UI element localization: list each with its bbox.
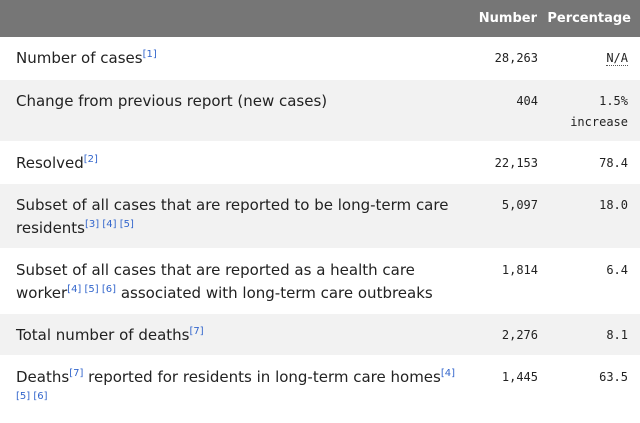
reference-link[interactable]: [4] [102, 218, 117, 230]
table-row-ltc-residents: Subset of all cases that are reported to… [0, 183, 640, 248]
header-number: Number [478, 11, 537, 26]
reference-link[interactable]: [4] [67, 283, 82, 295]
label-text: Total number of deaths [16, 325, 190, 344]
reference-link[interactable]: [5] [119, 218, 134, 230]
reference-link[interactable]: [1] [142, 49, 157, 60]
table-row-health-care-workers: Subset of all cases that are reported as… [0, 248, 640, 313]
row-percentage: 18.0 [599, 197, 628, 212]
reference-link[interactable]: [4] [440, 367, 456, 379]
row-label: Total number of deaths[7] [0, 313, 471, 355]
row-percentage: 1.5% increase [546, 79, 640, 141]
row-label: Subset of all cases that are reported as… [0, 248, 471, 313]
row-label: Deaths[7] reported for residents in long… [0, 355, 471, 420]
table-row-ltc-deaths: Deaths[7] reported for residents in long… [0, 355, 640, 420]
label-text: Number of cases [16, 49, 143, 67]
label-text: Resolved [16, 153, 84, 172]
table-row-resolved: Resolved[2] 22,153 78.4 [0, 141, 640, 183]
reference-link[interactable]: [5] [84, 283, 99, 295]
reference-link[interactable]: [7] [189, 325, 204, 337]
label-text-continued: associated with long-term care outbreaks [116, 283, 433, 302]
label-text: Subset of all cases that are reported as… [16, 260, 415, 302]
row-number: 2,276 [501, 327, 538, 342]
label-text: Deaths [16, 367, 70, 386]
row-percentage: 8.1 [606, 327, 628, 342]
row-percentage: 6.4 [606, 262, 628, 277]
label-text: Subset of all cases that are reported to… [16, 195, 449, 237]
header-label [0, 0, 471, 37]
reference-link[interactable]: [2] [83, 153, 98, 165]
row-percentage: 63.5 [599, 369, 628, 384]
reference-link[interactable]: [5] [16, 390, 31, 402]
reference-link[interactable]: [3] [85, 218, 100, 230]
row-percentage: 78.4 [599, 155, 628, 170]
row-label: Change from previous report (new cases) [16, 91, 328, 110]
table-row-number-of-cases: Number of cases[1] 28,263 N/A [0, 37, 640, 79]
percentage-na: N/A [606, 51, 628, 66]
row-percentage: N/A [546, 37, 640, 79]
row-label: Resolved[2] [0, 141, 471, 183]
table-header: Number Percentage [0, 0, 640, 37]
table-row-change-from-previous: Change from previous report (new cases) … [0, 79, 640, 141]
percentage-note: increase [570, 114, 628, 129]
row-number: 1,445 [501, 369, 538, 384]
reference-link[interactable]: [6] [33, 390, 48, 402]
row-label: Number of cases[1] [0, 37, 471, 79]
reference-link[interactable]: [6] [101, 283, 117, 295]
reference-link[interactable]: [7] [69, 367, 84, 379]
header-row: Number Percentage [0, 0, 640, 37]
table-row-total-deaths: Total number of deaths[7] 2,276 8.1 [0, 313, 640, 355]
row-number: 5,097 [501, 197, 538, 212]
row-label: Subset of all cases that are reported to… [0, 183, 471, 248]
row-number: 1,814 [501, 262, 538, 277]
percentage-value: 1.5% [599, 93, 628, 108]
row-number: 28,263 [494, 51, 538, 65]
label-text-continued: reported for residents in long-term care… [83, 367, 441, 386]
header-percentage: Percentage [547, 11, 631, 26]
row-number: 404 [516, 93, 538, 108]
row-number: 22,153 [494, 155, 538, 170]
